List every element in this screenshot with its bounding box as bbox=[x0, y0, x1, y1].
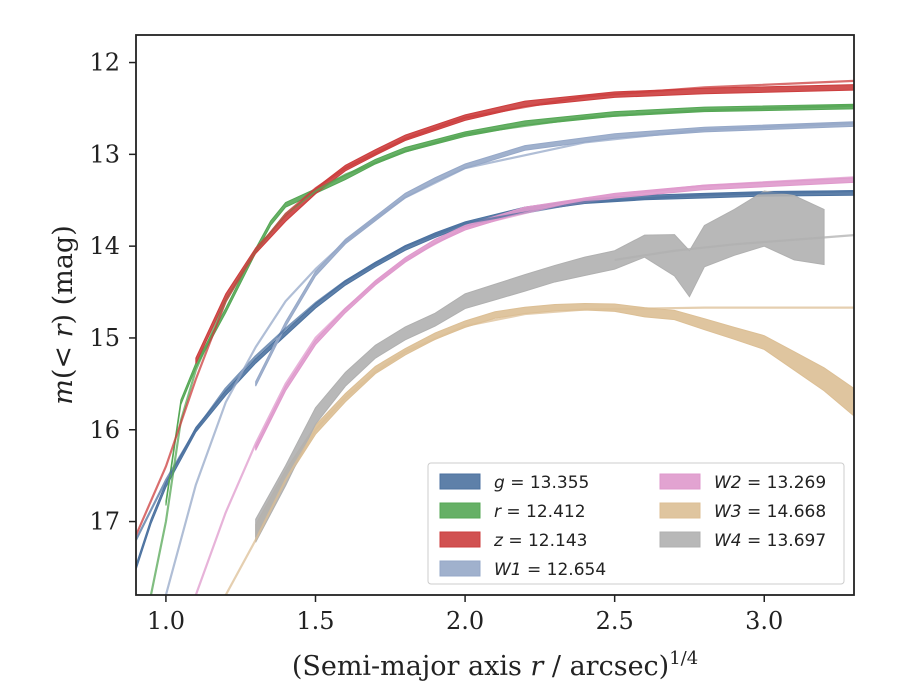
x-axis-label: (Semi-major axis r / arcsec)1/4 bbox=[292, 648, 698, 682]
y-axis-label: m(< r) (mag) bbox=[48, 225, 79, 404]
legend: g = 13.355 r = 12.412 z = 12.143 W1 = 12.65… bbox=[427, 462, 845, 585]
legend-swatch-W2 bbox=[659, 473, 701, 490]
series-W4-model bbox=[614, 234, 854, 262]
legend-label-W2: W2 = 13.269 bbox=[714, 473, 826, 493]
y-axis-label-close: ) (mag) bbox=[48, 225, 79, 324]
y-tick-label: 12 bbox=[89, 49, 120, 77]
y-tick-label: 13 bbox=[89, 140, 120, 168]
x-axis-label-main: (Semi-major axis bbox=[292, 651, 531, 682]
series-W3-model bbox=[224, 306, 854, 595]
series-W1-band bbox=[255, 121, 854, 387]
legend-label-W4: W4 = 13.697 bbox=[714, 531, 826, 551]
legend-label-z: z = 12.143 bbox=[493, 531, 587, 551]
y-tick-label: 16 bbox=[89, 416, 120, 444]
plot-frame bbox=[135, 34, 855, 596]
x-tick-label: 1.0 bbox=[147, 607, 185, 635]
legend-label-g: g = 13.355 bbox=[494, 473, 589, 493]
x-axis-label-sup: 1/4 bbox=[669, 648, 698, 669]
series-z-model bbox=[136, 79, 854, 536]
legend-swatch-z bbox=[439, 531, 481, 548]
legend-swatch-W3 bbox=[659, 502, 701, 519]
legend-swatch-r bbox=[439, 502, 481, 519]
legend-frame bbox=[427, 462, 845, 585]
legend-label-r: r = 12.412 bbox=[494, 502, 586, 522]
x-tick-label: 1.5 bbox=[296, 607, 334, 635]
series-W4-band bbox=[255, 190, 825, 543]
legend-label-W1: W1 = 12.654 bbox=[494, 560, 606, 580]
y-tick-label: 14 bbox=[89, 232, 120, 260]
legend-label-W3: W3 = 14.668 bbox=[714, 502, 826, 522]
legend-swatch-W4 bbox=[659, 531, 701, 548]
y-axis-label-r: r bbox=[48, 322, 79, 337]
y-tick-label: 15 bbox=[89, 324, 120, 352]
legend-swatch-g bbox=[439, 473, 481, 490]
x-axis: 1.0 1.5 2.0 2.5 3.0 bbox=[147, 595, 783, 635]
y-tick-label: 17 bbox=[89, 508, 120, 536]
x-tick-label: 2.0 bbox=[446, 607, 484, 635]
y-axis-label-open: (< bbox=[48, 337, 79, 379]
models-layer bbox=[136, 79, 854, 595]
series-W1-model bbox=[164, 122, 854, 595]
x-tick-label: 2.5 bbox=[596, 607, 634, 635]
series-g-model bbox=[136, 189, 854, 541]
x-axis-label-var: r bbox=[530, 651, 545, 682]
y-axis-label-m: m bbox=[48, 379, 79, 405]
legend-swatch-W1 bbox=[439, 560, 481, 577]
x-tick-label: 3.0 bbox=[745, 607, 783, 635]
y-axis: 12 13 14 15 16 17 bbox=[89, 49, 136, 536]
series-W2-band bbox=[255, 177, 854, 451]
series-W2-model bbox=[194, 176, 854, 595]
series-g-band bbox=[136, 190, 854, 570]
x-axis-label-rest: / arcsec) bbox=[543, 651, 669, 682]
